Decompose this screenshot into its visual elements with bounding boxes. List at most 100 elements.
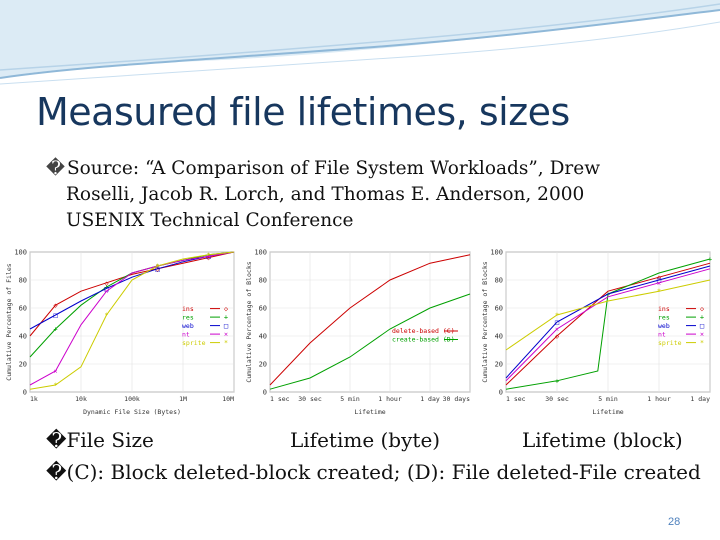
y-tick-label: 20: [495, 361, 503, 369]
series-line-create-based-d-: [269, 293, 471, 390]
legend-marker: +: [224, 313, 228, 321]
series-line-ins: [29, 251, 235, 337]
series-line-res: [505, 258, 711, 390]
bullet-icon: �: [46, 460, 67, 484]
y-tick-label: 100: [254, 249, 267, 257]
y-tick-label: 80: [19, 277, 27, 285]
legend-label: web: [658, 322, 670, 330]
x-tick-label: 30 days: [443, 395, 470, 403]
caption-file-size: �File Size: [46, 428, 154, 452]
caption-lifetime-block: Lifetime (block): [522, 428, 683, 452]
source-line-3: USENIX Technical Conference: [66, 210, 354, 231]
x-tick-label: 1 hour: [378, 395, 402, 403]
y-tick-label: 60: [19, 305, 27, 313]
data-point-marker: ◇: [206, 254, 211, 262]
y-axis-label: Cumulative Percentage of Blocks: [481, 261, 489, 382]
y-tick-label: 60: [259, 305, 267, 313]
legend-label: sprite: [658, 339, 682, 347]
data-point-marker: *: [206, 251, 210, 259]
data-point-marker: *: [657, 288, 661, 296]
y-tick-label: 100: [490, 249, 503, 257]
y-tick-label: 100: [14, 249, 27, 257]
y-tick-label: 0: [263, 389, 267, 397]
y-axis-label: Cumulative Percentage of Blocks: [245, 261, 253, 382]
x-tick-label: 1 day: [420, 395, 440, 403]
series-line-web: [505, 265, 711, 379]
data-point-marker: ◇: [155, 265, 160, 273]
legend-label: delete-based (C): [392, 327, 455, 335]
data-point-marker: ◇: [104, 279, 109, 287]
legend-marker: □: [224, 322, 228, 330]
data-point-marker: +: [104, 284, 108, 292]
data-point-marker: *: [155, 263, 159, 271]
plot-area: [269, 251, 471, 393]
data-point-marker: ×: [657, 279, 661, 287]
legend-label: ins: [182, 305, 194, 313]
slide-title: Measured file lifetimes, sizes: [36, 90, 570, 134]
legend-label: res: [658, 313, 670, 321]
data-point-marker: ×: [206, 253, 210, 261]
y-tick-label: 60: [495, 305, 503, 313]
series-line-sprite: [29, 251, 235, 390]
x-tick-label: 1 hour: [647, 395, 671, 403]
x-tick-label: 30 sec: [298, 395, 322, 403]
legend-label: res: [182, 313, 194, 321]
source-citation: � Source: “A Comparison of File System Wo…: [46, 156, 696, 234]
series-line-sprite: [505, 279, 711, 351]
series-line-ins: [505, 262, 711, 386]
data-point-marker: *: [53, 382, 57, 390]
x-axis-label: Lifetime: [592, 408, 623, 416]
data-point-marker: +: [555, 377, 559, 385]
y-tick-label: 80: [259, 277, 267, 285]
charts-row: 0 20 40 60 80 100 1k 10k 100k 1M 10M Dynamic File S…: [0, 240, 720, 420]
x-tick-label: 10k: [75, 395, 87, 403]
x-tick-label: 30 sec: [545, 395, 569, 403]
legend-marker: +: [700, 313, 704, 321]
x-tick-label: 10M: [222, 395, 234, 403]
x-tick-label: 1 day: [690, 395, 710, 403]
data-point-marker: ◇: [53, 302, 58, 310]
y-tick-label: 0: [23, 389, 27, 397]
series-line-nt: [505, 268, 711, 382]
data-point-marker: ◇: [657, 274, 662, 282]
data-point-marker: ×: [555, 326, 559, 334]
y-tick-label: 40: [19, 333, 27, 341]
bullet-icon: �: [46, 428, 67, 452]
definition-note: �(C): Block deleted-block created; (D): …: [46, 460, 701, 484]
data-point-marker: +: [708, 256, 712, 264]
x-tick-label: 1 sec: [506, 395, 526, 403]
data-point-marker: □: [53, 312, 57, 320]
bullet-icon: �: [46, 158, 65, 179]
legend-marker: *: [700, 339, 704, 347]
page-number: 28: [668, 516, 681, 528]
data-point-marker: ×: [104, 288, 108, 296]
y-tick-label: 40: [495, 333, 503, 341]
file-size-chart: 0 20 40 60 80 100 1k 10k 100k 1M 10M Dynamic File S…: [5, 249, 235, 416]
legend-marker: ×: [224, 330, 228, 338]
y-tick-label: 0: [499, 389, 503, 397]
x-tick-label: 100k: [124, 395, 140, 403]
y-tick-label: 20: [259, 361, 267, 369]
legend-label: ins: [658, 305, 670, 313]
lifetime-byte-chart: 0 20 40 60 80 100 1 sec 30 sec 5 min 1 hour 1 day 3…: [245, 249, 471, 416]
data-point-marker: ◇: [555, 333, 560, 341]
data-point-marker: □: [657, 277, 661, 285]
x-tick-label: 5 min: [340, 395, 360, 403]
y-axis-label: Cumulative Percentage of Files: [5, 263, 13, 380]
data-point-marker: □: [155, 265, 159, 273]
caption-lifetime-byte: Lifetime (byte): [290, 428, 441, 452]
legend-marker: ◇: [224, 305, 229, 313]
legend-label: sprite: [182, 339, 206, 347]
data-point-marker: ×: [53, 368, 57, 376]
legend-marker: □: [700, 322, 704, 330]
x-axis-label: Dynamic File Size (Bytes): [83, 408, 181, 416]
legend-marker: ×: [700, 330, 704, 338]
legend-label: web: [182, 322, 194, 330]
source-line-2: Roselli, Jacob R. Lorch, and Thomas E. A…: [66, 184, 585, 205]
data-point-marker: □: [104, 285, 108, 293]
x-axis-label: Lifetime: [354, 408, 385, 416]
y-tick-label: 40: [259, 333, 267, 341]
legend-marker: *: [224, 339, 228, 347]
x-tick-label: 5 min: [598, 395, 618, 403]
y-tick-label: 80: [495, 277, 503, 285]
